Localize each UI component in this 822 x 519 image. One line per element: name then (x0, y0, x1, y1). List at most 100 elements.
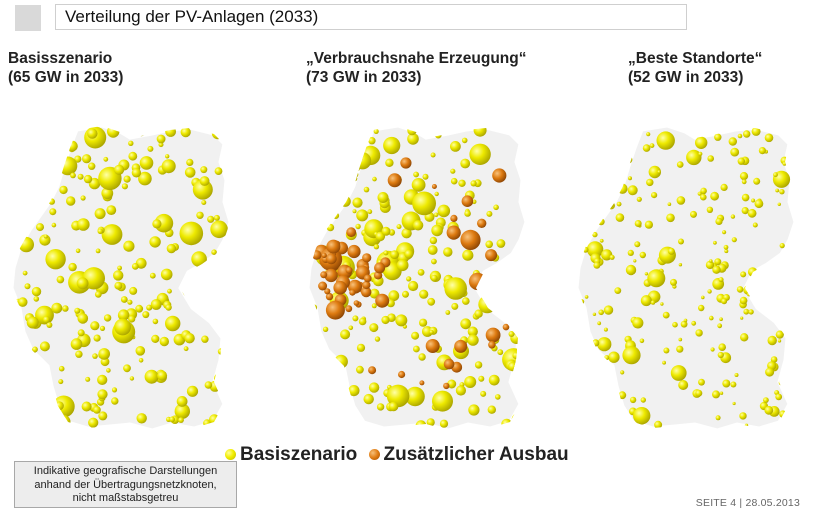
pv-node-base (339, 156, 346, 163)
pv-node-base (660, 302, 664, 306)
pv-node-base (775, 330, 784, 339)
pv-node-base (129, 376, 135, 381)
pv-node-base (95, 248, 101, 254)
pv-node-base (764, 133, 774, 143)
pv-node-base (672, 321, 678, 328)
pv-node-base (513, 263, 521, 271)
pv-node-base (51, 222, 57, 228)
pv-node-base (121, 183, 128, 190)
pv-node-base (12, 163, 22, 175)
scenario-title: Basisszenario (8, 50, 113, 67)
pv-node-base (98, 411, 108, 421)
pv-node-extra (485, 249, 498, 262)
title-square (15, 5, 41, 31)
pv-node-base (484, 288, 492, 297)
pv-node-base (597, 337, 612, 352)
pv-node-base (736, 286, 744, 293)
pv-node-base (426, 418, 435, 427)
pv-node-base (680, 320, 688, 328)
pv-node-base (508, 273, 520, 285)
pv-node-base (683, 318, 688, 323)
pv-node-base (388, 401, 399, 412)
map-verbrauchsnahe-erzeugung (306, 124, 528, 432)
pv-node-base (717, 351, 724, 359)
pv-node-base (390, 250, 399, 259)
pv-node-base (709, 315, 714, 321)
pv-node-base (33, 296, 40, 302)
pv-node-base (413, 171, 419, 178)
pv-node-base (334, 354, 348, 369)
legend-base-marker (225, 448, 236, 460)
pv-node-base (352, 197, 363, 208)
pv-node-base (23, 141, 35, 154)
pv-node-base (169, 416, 176, 423)
pv-node-base (616, 201, 622, 207)
pv-node-base (478, 375, 485, 382)
pv-node-base (636, 196, 642, 202)
pv-node-base (57, 127, 71, 140)
pv-node-base (473, 126, 487, 137)
pv-node-base (327, 142, 333, 148)
pv-node-base (68, 262, 77, 272)
pv-node-base (715, 217, 723, 225)
pv-node-base (385, 158, 394, 167)
pv-node-base (39, 234, 51, 246)
pv-node-base (508, 331, 515, 337)
pv-node-base (83, 174, 93, 184)
pv-node-base (417, 269, 425, 276)
pv-node-extra (398, 370, 406, 379)
pv-node-base (106, 205, 117, 215)
pv-node-base (113, 270, 124, 281)
pv-node-base (196, 292, 208, 304)
pv-node-extra (321, 252, 327, 259)
pv-node-extra (326, 239, 341, 254)
pv-node-extra (450, 214, 458, 222)
pv-node-base (363, 186, 370, 193)
pv-node-base (167, 288, 172, 294)
pv-node-extra (325, 366, 335, 376)
pv-node-base (480, 390, 487, 397)
pv-node-base (320, 168, 326, 174)
pv-node-base (27, 375, 32, 380)
pv-node-base (654, 420, 663, 429)
pv-node-base (47, 160, 53, 166)
pv-node-base (322, 202, 332, 212)
pv-node-base (737, 157, 745, 165)
pv-node-base (88, 417, 99, 428)
pv-node-base (98, 348, 110, 360)
legend: Basiszenario Zusätzlicher Ausbau (225, 444, 569, 466)
pv-node-base (152, 219, 162, 229)
pv-node-base (678, 263, 683, 267)
pv-node-base (13, 171, 19, 177)
pv-node-base (36, 223, 44, 232)
pv-node-base (120, 296, 128, 303)
pv-node-base (324, 419, 335, 429)
pv-node-base (429, 329, 434, 335)
pv-node-base (741, 207, 749, 215)
pv-node-extra (485, 327, 501, 343)
pv-node-base (608, 351, 620, 363)
slide-title: Verteilung der PV-Anlagen (2033) (55, 4, 687, 30)
scenario-title: „Verbrauchsnahe Erzeugung“ (306, 50, 527, 67)
pv-node-base (623, 139, 627, 144)
pv-node-extra (502, 323, 510, 331)
pv-node-base (70, 338, 83, 350)
pv-node-base (512, 288, 521, 298)
pv-node-base (602, 137, 608, 143)
pv-node-base (628, 176, 632, 181)
pv-node-base (138, 171, 152, 186)
pv-node-base (52, 153, 64, 164)
pv-node-base (657, 170, 661, 174)
pv-node-base (26, 316, 39, 329)
pv-node-base (586, 223, 592, 230)
pv-node-base (368, 382, 380, 393)
pv-node-base (642, 144, 651, 152)
pv-node-base (47, 129, 53, 135)
pv-node-base (469, 143, 491, 165)
pv-node-base (775, 393, 783, 401)
pv-node-base (54, 148, 62, 157)
pv-node-base (383, 250, 389, 256)
pv-node-base (763, 397, 769, 403)
pv-node-base (662, 311, 670, 319)
pv-node-base (419, 318, 428, 327)
